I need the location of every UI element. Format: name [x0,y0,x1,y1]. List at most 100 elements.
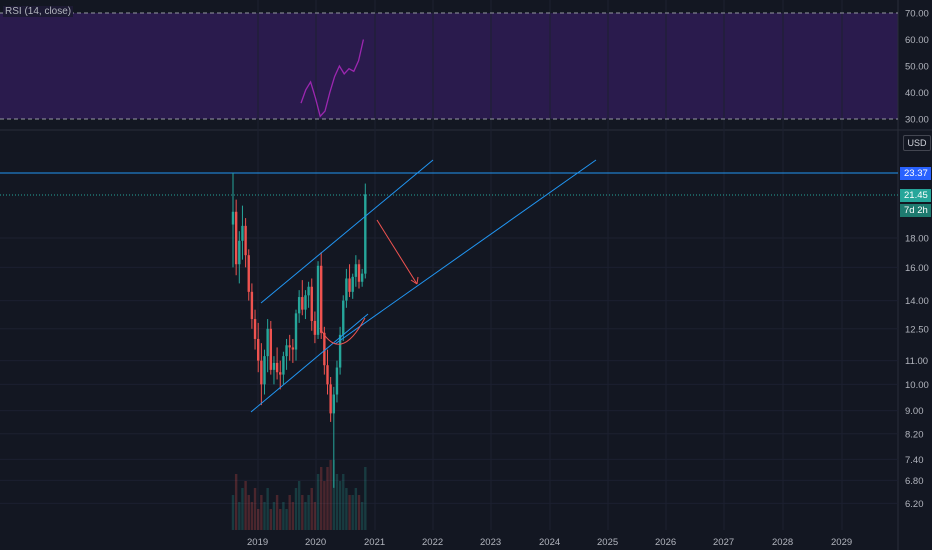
rounded-bottom-curve[interactable] [319,317,366,345]
price-tick-label: 14.00 [905,296,929,307]
candle-body [335,367,339,395]
candle-body [297,297,301,314]
price-scale: 18.00 16.00 14.00 12.50 11.00 10.00 9.00 8.20 7.… [905,234,929,510]
volume-bar [288,495,291,530]
candle-body [282,356,285,375]
volume-bar [310,488,313,530]
candlestick-series [231,173,367,488]
year-tick-label: 2027 [713,537,734,548]
volume-bar [272,502,276,530]
candle-body [266,328,269,357]
candle-body [288,345,291,348]
volume-bar [279,509,282,530]
volume-bar [354,488,358,530]
volume-bar [323,481,326,530]
year-tick-label: 2028 [772,537,793,548]
rsi-tick-label: 40.00 [905,88,929,99]
grid-lines [0,0,898,530]
volume-bar [244,481,247,530]
candle-body [291,347,295,350]
volume-bar [316,474,320,530]
currency-badge[interactable]: USD [903,135,931,151]
channel-upper-trendline[interactable] [260,159,434,304]
volume-bar [291,502,295,530]
price-tick-label: 8.20 [905,429,924,440]
volume-bar [297,481,301,530]
candle-body [304,295,307,310]
rsi-tick-label: 70.00 [905,9,929,20]
volume-bar [332,460,335,530]
rsi-tick-label: 50.00 [905,62,929,73]
candle-body [247,255,250,292]
candle-body [310,286,313,321]
rsi-band [0,13,898,119]
candle-body [244,225,247,256]
candle-body [364,194,367,274]
rsi-indicator-label[interactable]: RSI (14, close) [3,6,74,17]
volume-bars [231,460,367,530]
volume-bar [326,467,329,530]
volume-bar [231,495,235,530]
volume-bar [241,488,244,530]
volume-bar [338,481,342,530]
candle-body [234,211,238,265]
rsi-scale: 70.00 60.00 50.00 40.00 30.00 [905,9,929,126]
candle-body [257,338,260,361]
candle-body [238,240,241,265]
candle-body [316,265,320,335]
year-tick-label: 2025 [597,537,618,548]
volume-bar [335,474,339,530]
volume-bar [269,509,272,530]
volume-bar [364,467,367,530]
bar-countdown-tag: 7d 2h [900,204,931,217]
volume-bar [342,474,345,530]
price-tick-label: 7.40 [905,455,924,466]
volume-bar [275,495,279,530]
candle-body [338,334,342,368]
candle-body [332,394,335,414]
projection-arrow[interactable] [376,219,418,285]
candle-body [320,265,323,333]
volume-bar [285,509,288,530]
rsi-tick-label: 60.00 [905,35,929,46]
price-tick-label: 6.80 [905,476,924,487]
volume-bar [345,488,348,530]
year-tick-label: 2019 [247,537,268,548]
year-tick-label: 2023 [480,537,501,548]
volume-bar [282,502,285,530]
volume-bar [357,495,361,530]
projection-arrow-head [410,276,419,285]
year-tick-label: 2026 [655,537,676,548]
candle-body [263,356,266,385]
candle-body [342,300,345,335]
price-tick-label: 10.00 [905,380,929,391]
candle-body [253,319,257,339]
candle-body [354,264,358,277]
rsi-line [300,39,365,118]
candle-body [329,384,332,414]
volume-bar [253,488,257,530]
price-tick-label: 9.00 [905,406,924,417]
candle-body [241,225,244,241]
volume-bar [247,495,250,530]
candle-body [348,278,351,292]
candle-body [307,286,310,296]
candle-body [272,362,276,370]
volume-bar [250,502,254,530]
last-price-tag: 21.45 [900,189,931,202]
year-tick-label: 2029 [831,537,852,548]
price-tick-label: 6.20 [905,499,924,510]
volume-bar [234,474,238,530]
candle-body [250,291,254,320]
year-tick-label: 2022 [422,537,443,548]
candle-body [260,360,263,385]
candle-body [360,273,364,282]
candle-body [345,278,348,301]
horizontal-line-price-tag: 23.37 [900,167,931,180]
channel-lower-trendline[interactable] [250,313,369,413]
candle-body [279,372,282,375]
volume-bar [294,488,298,530]
long-support-trendline[interactable] [334,159,597,345]
volume-bar [307,495,310,530]
